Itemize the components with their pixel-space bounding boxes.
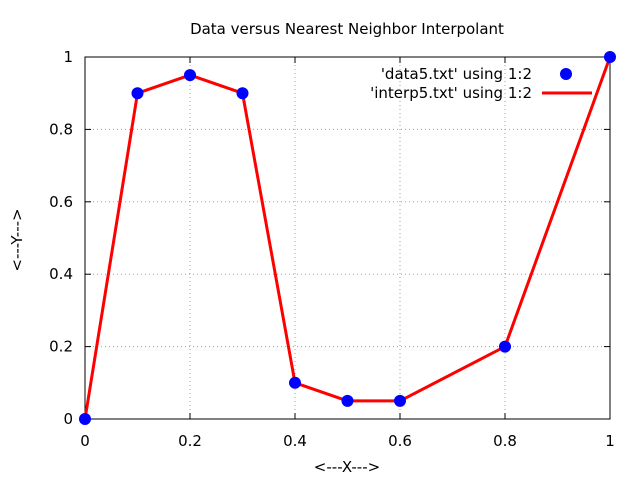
y-axis-label: <---Y---> (8, 208, 26, 271)
data-point (341, 394, 354, 407)
chart-title: Data versus Nearest Neighbor Interpolant (190, 20, 504, 38)
x-tick-label: 0 (80, 432, 90, 450)
data-point (236, 87, 249, 100)
data-point (499, 340, 511, 353)
x-tick-label: 0.6 (388, 432, 412, 450)
data-point (604, 51, 616, 63)
x-tick-label: 0.4 (283, 432, 307, 450)
grid (85, 57, 610, 419)
data-point (394, 394, 406, 407)
data-point (131, 87, 144, 100)
legend-marker-data (560, 68, 572, 80)
x-tick-label: 0.2 (178, 432, 202, 450)
y-tick-label: 0.6 (49, 193, 73, 211)
x-tick-label: 0.8 (493, 432, 517, 450)
legend-label-interp: 'interp5.txt' using 1:2 (370, 84, 532, 102)
y-tick-label: 0 (63, 410, 73, 428)
series-layer (79, 51, 616, 425)
data-point (184, 69, 196, 82)
legend-label-data: 'data5.txt' using 1:2 (381, 65, 532, 83)
data-point (79, 413, 91, 425)
y-tick-label: 1 (63, 48, 73, 66)
y-tick-label: 0.8 (49, 120, 73, 138)
x-tick-label: 1 (605, 432, 615, 450)
x-axis-label: <---X---> (314, 458, 380, 476)
y-tick-label: 0.4 (49, 265, 73, 283)
x-tick-labels: 0 0.2 0.4 0.6 0.8 1 (80, 432, 615, 450)
plot-frame (84, 56, 611, 420)
y-tick-label: 0.2 (49, 338, 73, 356)
y-tick-labels: 0 0.2 0.4 0.6 0.8 1 (49, 48, 73, 428)
legend: 'data5.txt' using 1:2 'interp5.txt' usin… (370, 65, 592, 102)
data-point (289, 376, 301, 389)
